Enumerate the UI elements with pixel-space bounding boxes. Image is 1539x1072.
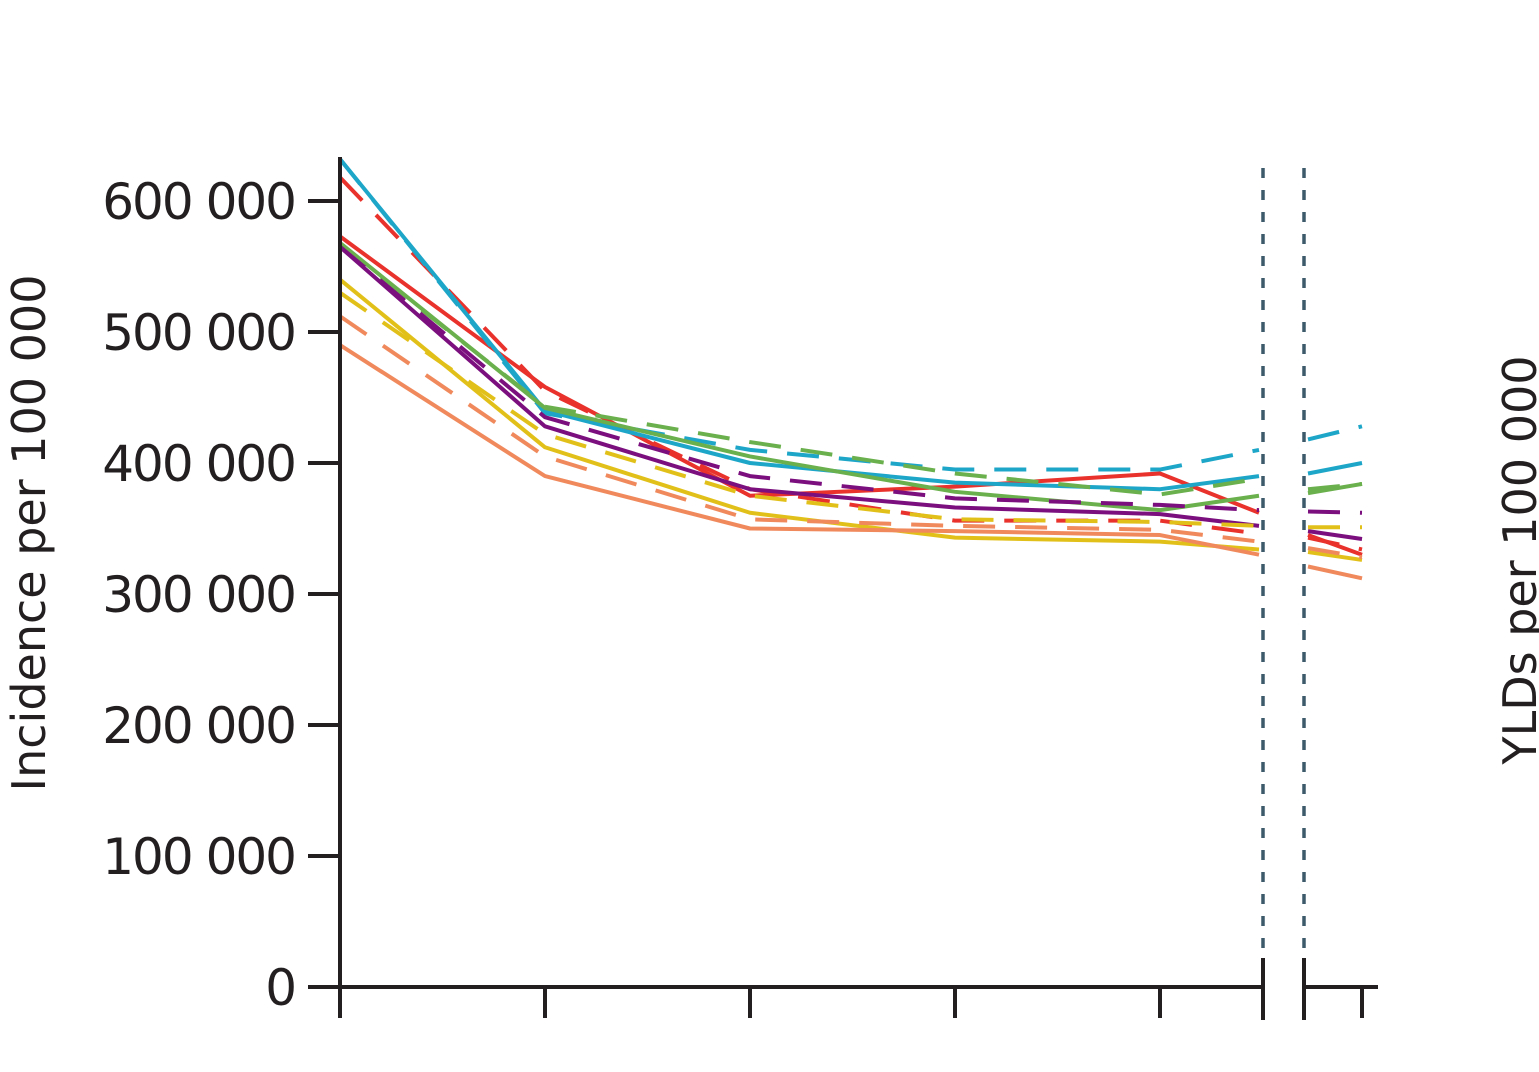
y-tick-label: 400 000 [102, 435, 295, 493]
y-tick-label: 600 000 [102, 173, 295, 231]
y-tick-label: 300 000 [102, 566, 295, 624]
series-line-4 [338, 157, 1260, 472]
series-line-10 [338, 291, 1260, 528]
y-tick-label: 200 000 [102, 697, 295, 755]
series-line-11-after-break [1307, 564, 1363, 581]
series-line-7 [338, 245, 1260, 528]
y-tick-label: 0 [265, 959, 295, 1017]
series-line-12 [338, 314, 1260, 544]
series-line-4-after-break [1307, 424, 1363, 442]
y-tick-label: 100 000 [102, 828, 295, 886]
series-line-11 [338, 343, 1260, 557]
series-line-3 [338, 157, 1260, 492]
series-line-6 [338, 243, 1260, 497]
series-line-8 [338, 245, 1260, 513]
series-line-2-after-break [1307, 535, 1363, 552]
series-line-1 [338, 234, 1260, 515]
series-layer [338, 157, 1363, 581]
series-line-6-after-break [1307, 481, 1363, 492]
series-line-3-after-break [1307, 461, 1363, 476]
right-y-axis-title: YLDs per 100 000 [1493, 356, 1539, 766]
axis-break [1261, 168, 1306, 1020]
ticks-layer: 0 100 000 200 000 300 000 400 000 500 000 600 … [102, 173, 1364, 1018]
series-line-9-after-break [1307, 550, 1363, 562]
series-line-7-after-break [1307, 529, 1363, 541]
series-line-8-after-break [1307, 509, 1363, 515]
series-line-9 [338, 278, 1260, 552]
y-axis-title: Incidence per 100 000 [2, 275, 56, 792]
series-line-12-after-break [1307, 546, 1363, 560]
y-tick-label: 500 000 [102, 304, 295, 362]
axes-layer [308, 157, 1378, 1018]
